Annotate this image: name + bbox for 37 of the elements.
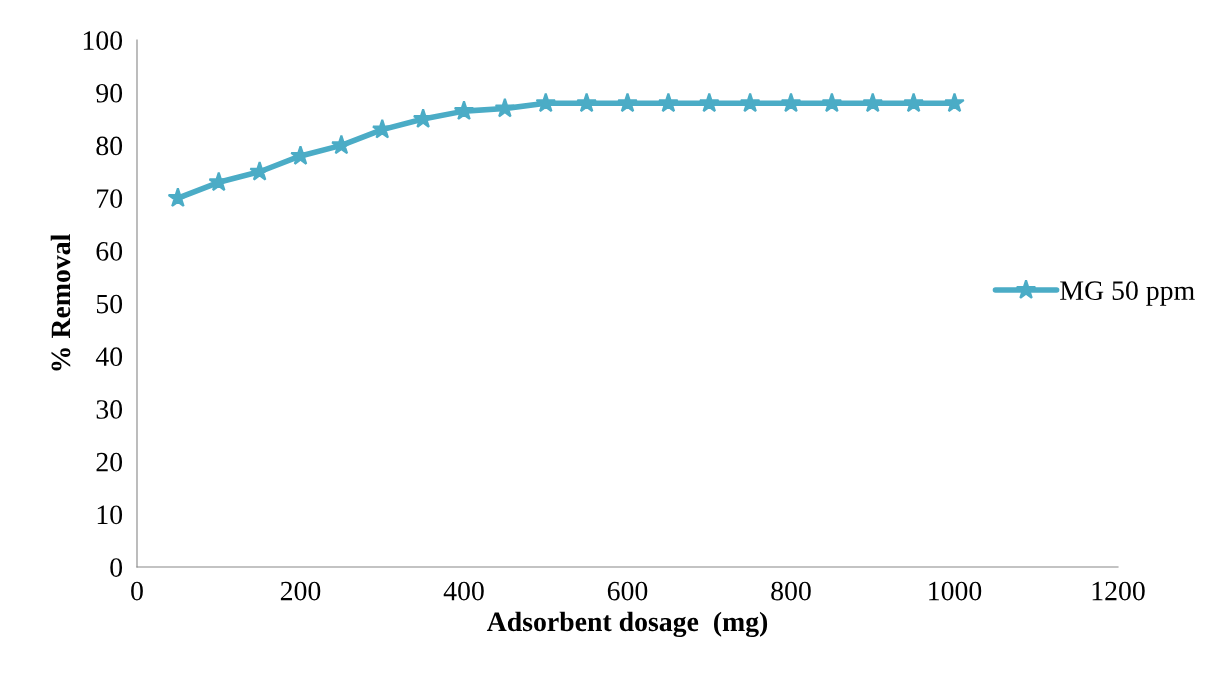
y-axis-title: % Removal bbox=[50, 234, 71, 371]
x-tick-label: 1200 bbox=[1092, 581, 1145, 601]
point bbox=[617, 92, 638, 113]
point bbox=[576, 92, 597, 113]
y-tick-label: 0 bbox=[110, 558, 123, 577]
x-tick-label: 400 bbox=[443, 581, 484, 601]
point bbox=[494, 97, 516, 118]
point bbox=[249, 160, 270, 181]
y-tick-label: 80 bbox=[96, 136, 123, 156]
x-tick-label: 0 bbox=[131, 581, 143, 601]
point bbox=[903, 92, 924, 113]
y-tick-label: 60 bbox=[96, 241, 123, 261]
legend-label: MG 50 ppm bbox=[1060, 281, 1195, 306]
point bbox=[780, 92, 802, 113]
y-tick-label: 10 bbox=[97, 505, 123, 525]
x-tick-label: 200 bbox=[280, 581, 321, 601]
x-tick-label: 600 bbox=[607, 581, 648, 601]
y-tick-label: 30 bbox=[96, 400, 123, 419]
y-tick-label: 70 bbox=[97, 189, 123, 209]
y-tick-label: 90 bbox=[96, 83, 123, 103]
point bbox=[739, 92, 761, 113]
point bbox=[944, 92, 965, 113]
y-tick-label: 40 bbox=[95, 347, 123, 367]
point bbox=[535, 92, 557, 113]
point bbox=[698, 92, 720, 113]
point bbox=[821, 92, 843, 113]
x-axis-title: Adsorbent dosage (mg) bbox=[486, 611, 768, 638]
point bbox=[862, 92, 884, 113]
x-tick-label: 1000 bbox=[929, 581, 982, 601]
y-tick-label: 50 bbox=[96, 294, 123, 314]
point bbox=[453, 100, 475, 121]
x-tick-label: 800 bbox=[771, 581, 811, 601]
y-tick-label: 20 bbox=[96, 452, 123, 472]
point bbox=[290, 145, 311, 165]
y-tick-label: 100 bbox=[83, 31, 123, 50]
point bbox=[658, 92, 679, 113]
point bbox=[331, 134, 352, 155]
